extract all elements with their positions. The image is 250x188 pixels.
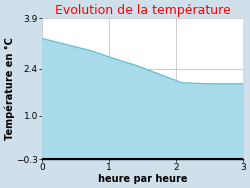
Title: Evolution de la température: Evolution de la température <box>55 4 231 17</box>
Y-axis label: Température en °C: Température en °C <box>4 37 15 140</box>
X-axis label: heure par heure: heure par heure <box>98 174 187 184</box>
